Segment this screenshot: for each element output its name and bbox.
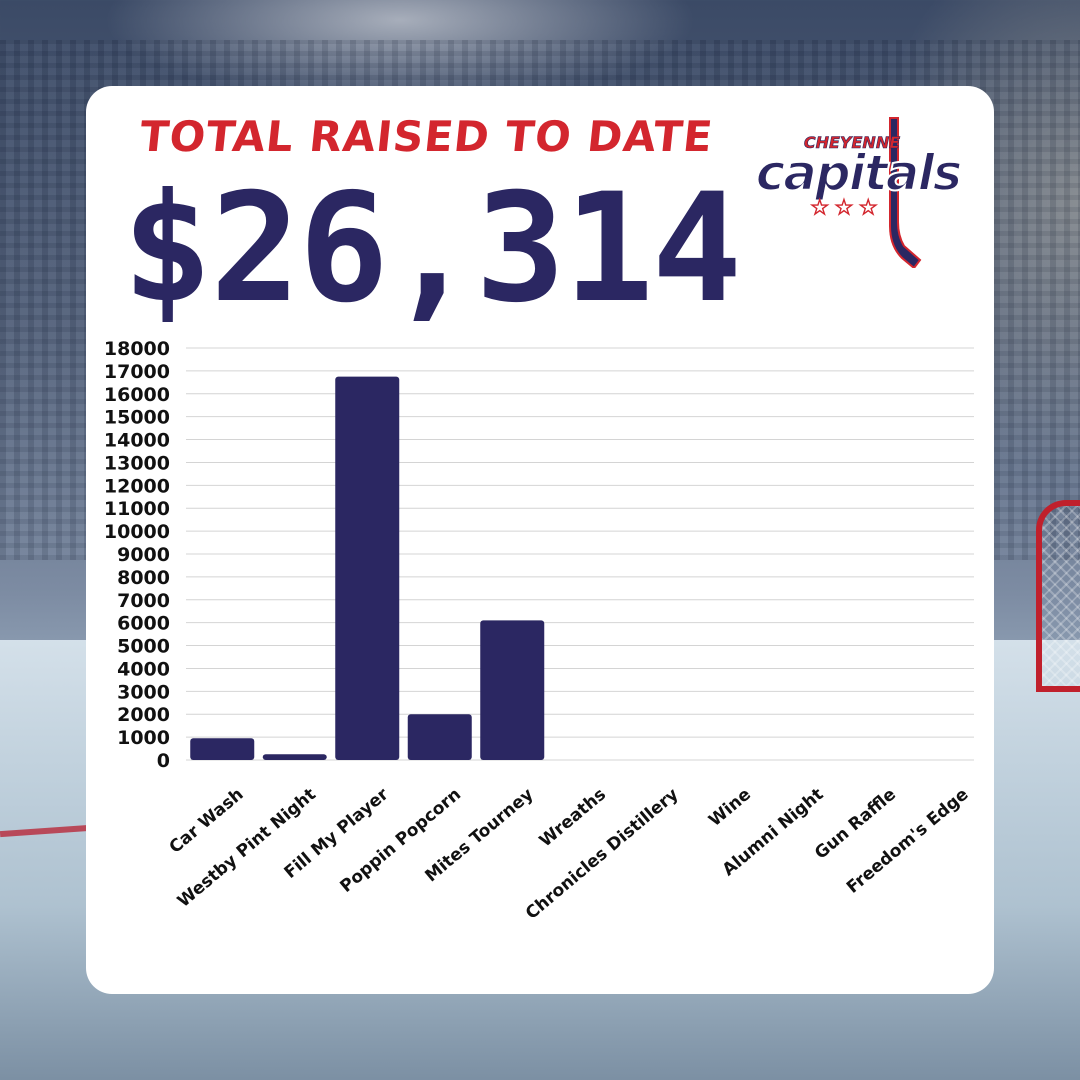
y-tick-label: 4000 (117, 658, 170, 680)
bar-car-wash (190, 738, 255, 760)
y-tick-label: 11000 (104, 498, 170, 520)
bar-mites-tourney (480, 620, 545, 760)
y-tick-label: 6000 (117, 613, 170, 635)
y-tick-label: 15000 (104, 407, 170, 429)
logo-stars: ★ ★ ★ (811, 195, 878, 219)
x-category-label: Poppin Popcorn (337, 785, 465, 897)
hockey-stick-icon (889, 117, 922, 268)
x-category-label: Westby Pint Night (174, 785, 320, 912)
y-tick-label: 12000 (104, 475, 170, 497)
y-tick-label: 3000 (117, 681, 170, 703)
y-tick-label: 14000 (104, 430, 170, 452)
y-tick-label: 13000 (104, 452, 170, 474)
chart-bars (190, 376, 545, 760)
fundraiser-card: TOTAL RAISED TO DATE $26,314 CHEYENNE ca… (86, 86, 994, 994)
y-tick-label: 0 (157, 750, 170, 772)
logo-main-text: capitals (756, 144, 961, 202)
y-tick-label: 10000 (104, 521, 170, 543)
y-tick-label: 9000 (117, 544, 170, 566)
x-category-label: Wine (705, 785, 755, 831)
fundraising-bar-chart: 0100020003000400050006000700080009000100… (104, 338, 974, 924)
bar-westby-pint-night (262, 754, 327, 760)
total-raised-amount: $26,314 (122, 162, 742, 336)
logo-top-text: CHEYENNE (804, 133, 900, 152)
y-tick-label: 2000 (117, 704, 170, 726)
y-tick-label: 18000 (104, 338, 170, 360)
y-tick-label: 5000 (117, 636, 170, 658)
chart-gridlines (186, 347, 974, 761)
x-category-label: Wreaths (536, 785, 610, 852)
hockey-net (1036, 500, 1080, 692)
bar-poppin-popcorn (407, 714, 472, 760)
y-tick-label: 1000 (117, 727, 170, 749)
y-tick-label: 16000 (104, 384, 170, 406)
bar-fill-my-player (335, 376, 400, 760)
y-tick-label: 17000 (104, 361, 170, 383)
page-title: TOTAL RAISED TO DATE (137, 112, 716, 161)
y-tick-label: 7000 (117, 590, 170, 612)
x-category-label: Freedom's Edge (843, 785, 972, 898)
y-tick-label: 8000 (117, 567, 170, 589)
y-axis-ticks: 0100020003000400050006000700080009000100… (104, 338, 170, 772)
cheyenne-capitals-logo: CHEYENNE capitals ★ ★ ★ (755, 117, 964, 268)
